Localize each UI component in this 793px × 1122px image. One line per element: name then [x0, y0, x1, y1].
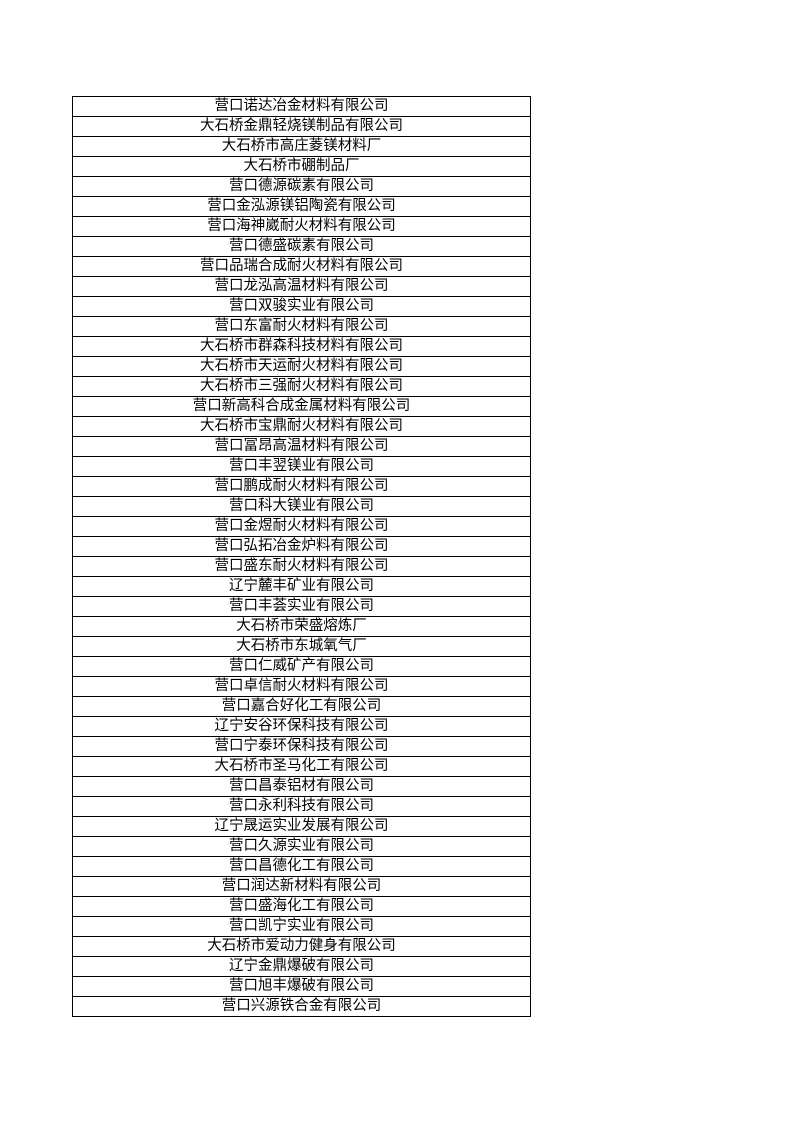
company-name-cell: 大石桥市宝鼎耐火材料有限公司 — [72, 416, 531, 437]
table-row: 大石桥市东城氧气厂 — [72, 636, 531, 657]
table-row: 营口诺达冶金材料有限公司 — [72, 96, 531, 117]
company-name-cell: 营口德源碳素有限公司 — [72, 176, 531, 197]
table-row: 大石桥市群森科技材料有限公司 — [72, 336, 531, 357]
table-row: 营口昌泰铝材有限公司 — [72, 776, 531, 797]
company-name-cell: 辽宁麓丰矿业有限公司 — [72, 576, 531, 597]
company-name-cell: 营口德盛碳素有限公司 — [72, 236, 531, 257]
company-name-cell: 大石桥市硼制品厂 — [72, 156, 531, 177]
table-row: 营口鹏成耐火材料有限公司 — [72, 476, 531, 497]
table-row: 营口弘拓冶金炉料有限公司 — [72, 536, 531, 557]
company-name-cell: 营口旭丰爆破有限公司 — [72, 976, 531, 997]
company-name-cell: 大石桥市天运耐火材料有限公司 — [72, 356, 531, 377]
company-name-cell: 营口兴源铁合金有限公司 — [72, 996, 531, 1017]
table-row: 营口永利科技有限公司 — [72, 796, 531, 817]
company-name-cell: 大石桥市群森科技材料有限公司 — [72, 336, 531, 357]
table-row: 营口新高科合成金属材料有限公司 — [72, 396, 531, 417]
table-row: 营口海神崴耐火材料有限公司 — [72, 216, 531, 237]
company-name-cell: 营口永利科技有限公司 — [72, 796, 531, 817]
company-name-cell: 营口新高科合成金属材料有限公司 — [72, 396, 531, 417]
company-name-cell: 营口宁泰环保科技有限公司 — [72, 736, 531, 757]
table-row: 大石桥市三强耐火材料有限公司 — [72, 376, 531, 397]
company-name-cell: 营口弘拓冶金炉料有限公司 — [72, 536, 531, 557]
table-row: 营口仁威矿产有限公司 — [72, 656, 531, 677]
table-row: 营口嘉合好化工有限公司 — [72, 696, 531, 717]
company-name-cell: 辽宁金鼎爆破有限公司 — [72, 956, 531, 977]
table-row: 营口龙泓高温材料有限公司 — [72, 276, 531, 297]
company-name-cell: 营口诺达冶金材料有限公司 — [72, 96, 531, 117]
company-name-cell: 营口鹏成耐火材料有限公司 — [72, 476, 531, 497]
table-row: 大石桥市荣盛熔炼厂 — [72, 616, 531, 637]
table-row: 大石桥市高庄菱镁材料厂 — [72, 136, 531, 157]
company-name-cell: 营口盛东耐火材料有限公司 — [72, 556, 531, 577]
table-row: 营口兴源铁合金有限公司 — [72, 996, 531, 1017]
table-row: 辽宁麓丰矿业有限公司 — [72, 576, 531, 597]
table-row: 营口丰翌镁业有限公司 — [72, 456, 531, 477]
table-row: 营口旭丰爆破有限公司 — [72, 976, 531, 997]
company-name-cell: 营口龙泓高温材料有限公司 — [72, 276, 531, 297]
company-name-cell: 营口金泓源镁铝陶瓷有限公司 — [72, 196, 531, 217]
table-row: 营口金煜耐火材料有限公司 — [72, 516, 531, 537]
company-name-cell: 辽宁晟运实业发展有限公司 — [72, 816, 531, 837]
company-name-cell: 大石桥金鼎轻烧镁制品有限公司 — [72, 116, 531, 137]
table-row: 大石桥金鼎轻烧镁制品有限公司 — [72, 116, 531, 137]
company-name-cell: 大石桥市三强耐火材料有限公司 — [72, 376, 531, 397]
company-name-cell: 大石桥市东城氧气厂 — [72, 636, 531, 657]
company-table-body: 营口诺达冶金材料有限公司 大石桥金鼎轻烧镁制品有限公司 大石桥市高庄菱镁材料厂 大石桥… — [72, 96, 531, 1017]
company-name-cell: 营口冨昂高温材料有限公司 — [72, 436, 531, 457]
company-name-cell: 营口双骏实业有限公司 — [72, 296, 531, 317]
company-name-cell: 大石桥市爱动力健身有限公司 — [72, 936, 531, 957]
company-name-cell: 营口昌德化工有限公司 — [72, 856, 531, 877]
company-name-cell: 大石桥市圣马化工有限公司 — [72, 756, 531, 777]
table-row: 营口品瑞合成耐火材料有限公司 — [72, 256, 531, 277]
table-row: 营口冨昂高温材料有限公司 — [72, 436, 531, 457]
table-row: 营口盛海化工有限公司 — [72, 896, 531, 917]
table-row: 营口丰荟实业有限公司 — [72, 596, 531, 617]
table-row: 营口宁泰环保科技有限公司 — [72, 736, 531, 757]
table-row: 营口德源碳素有限公司 — [72, 176, 531, 197]
company-name-cell: 营口久源实业有限公司 — [72, 836, 531, 857]
company-name-cell: 辽宁安谷环保科技有限公司 — [72, 716, 531, 737]
table-row: 营口东富耐火材料有限公司 — [72, 316, 531, 337]
company-table: 营口诺达冶金材料有限公司 大石桥金鼎轻烧镁制品有限公司 大石桥市高庄菱镁材料厂 大石桥… — [72, 96, 531, 1017]
table-row: 大石桥市硼制品厂 — [72, 156, 531, 177]
company-name-cell: 营口嘉合好化工有限公司 — [72, 696, 531, 717]
table-row: 大石桥市宝鼎耐火材料有限公司 — [72, 416, 531, 437]
table-row: 营口润达新材料有限公司 — [72, 876, 531, 897]
table-row: 大石桥市天运耐火材料有限公司 — [72, 356, 531, 377]
table-row: 营口科大镁业有限公司 — [72, 496, 531, 517]
table-row: 营口久源实业有限公司 — [72, 836, 531, 857]
table-row: 营口盛东耐火材料有限公司 — [72, 556, 531, 577]
table-row: 营口昌德化工有限公司 — [72, 856, 531, 877]
company-name-cell: 大石桥市荣盛熔炼厂 — [72, 616, 531, 637]
company-name-cell: 营口丰荟实业有限公司 — [72, 596, 531, 617]
company-name-cell: 大石桥市高庄菱镁材料厂 — [72, 136, 531, 157]
company-name-cell: 营口盛海化工有限公司 — [72, 896, 531, 917]
table-row: 辽宁安谷环保科技有限公司 — [72, 716, 531, 737]
table-row: 辽宁晟运实业发展有限公司 — [72, 816, 531, 837]
table-row: 营口金泓源镁铝陶瓷有限公司 — [72, 196, 531, 217]
company-name-cell: 营口润达新材料有限公司 — [72, 876, 531, 897]
company-name-cell: 营口卓信耐火材料有限公司 — [72, 676, 531, 697]
company-name-cell: 营口海神崴耐火材料有限公司 — [72, 216, 531, 237]
table-row: 营口双骏实业有限公司 — [72, 296, 531, 317]
company-name-cell: 营口科大镁业有限公司 — [72, 496, 531, 517]
company-name-cell: 营口仁威矿产有限公司 — [72, 656, 531, 677]
table-row: 辽宁金鼎爆破有限公司 — [72, 956, 531, 977]
table-row: 大石桥市圣马化工有限公司 — [72, 756, 531, 777]
company-name-cell: 营口凯宁实业有限公司 — [72, 916, 531, 937]
table-row: 营口凯宁实业有限公司 — [72, 916, 531, 937]
company-name-cell: 营口东富耐火材料有限公司 — [72, 316, 531, 337]
company-name-cell: 营口品瑞合成耐火材料有限公司 — [72, 256, 531, 277]
company-name-cell: 营口丰翌镁业有限公司 — [72, 456, 531, 477]
table-row: 营口德盛碳素有限公司 — [72, 236, 531, 257]
table-row: 营口卓信耐火材料有限公司 — [72, 676, 531, 697]
company-name-cell: 营口金煜耐火材料有限公司 — [72, 516, 531, 537]
company-name-cell: 营口昌泰铝材有限公司 — [72, 776, 531, 797]
table-row: 大石桥市爱动力健身有限公司 — [72, 936, 531, 957]
